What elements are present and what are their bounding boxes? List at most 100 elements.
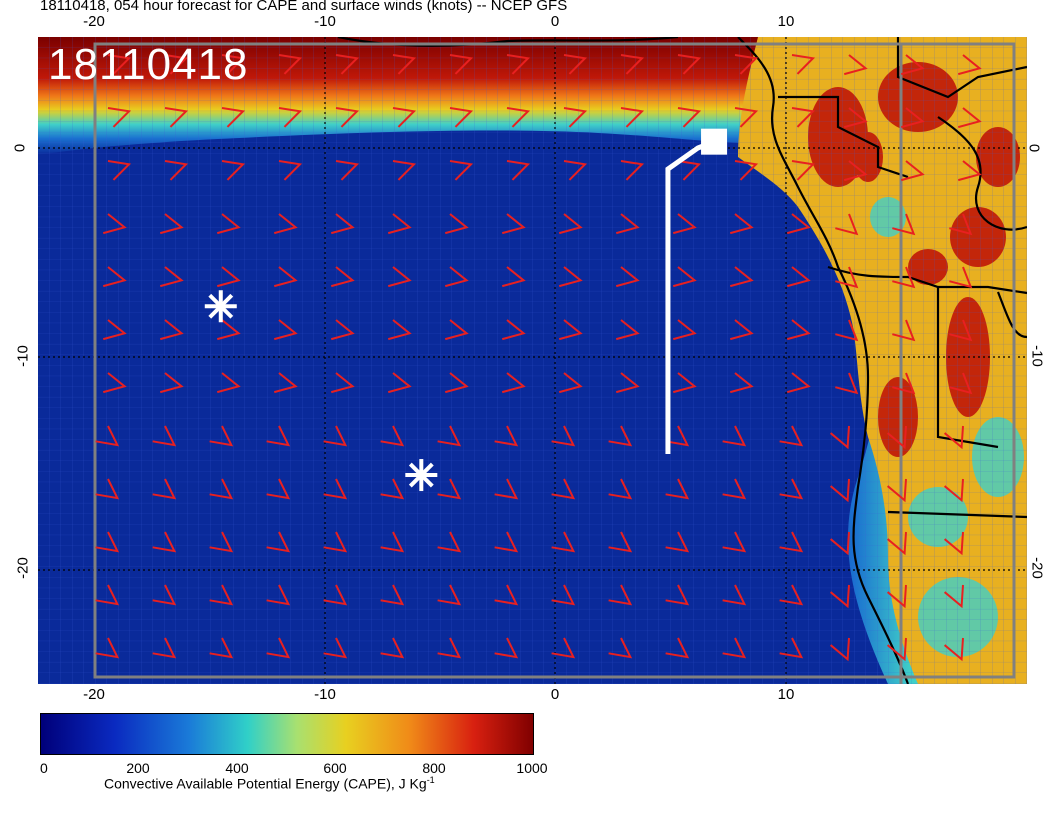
wind-barb <box>722 531 747 553</box>
wind-barb <box>677 54 702 75</box>
wind-barb <box>615 372 640 394</box>
wind-barb <box>506 54 531 75</box>
wind-barb <box>266 531 291 553</box>
wind-barb <box>501 266 526 288</box>
wind-barb <box>506 160 531 181</box>
wind-barb <box>672 213 697 235</box>
wind-barb <box>943 584 964 609</box>
wind-barb <box>209 584 234 606</box>
wind-barb <box>949 266 973 289</box>
wind-barb <box>835 266 859 289</box>
wind-barb <box>152 425 177 447</box>
cape-map <box>38 37 1027 684</box>
wind-barb <box>551 584 576 606</box>
wind-barb <box>943 637 964 662</box>
wind-barb <box>266 584 291 606</box>
wind-barb <box>722 637 747 659</box>
wind-barb <box>843 160 868 182</box>
wind-barb <box>665 478 690 500</box>
wind-barb <box>835 372 859 395</box>
wind-barb <box>330 213 355 235</box>
wind-barb <box>900 107 925 129</box>
wind-barb <box>380 584 405 606</box>
wind-barb <box>323 531 348 553</box>
wind-barb <box>729 319 754 341</box>
wind-barb <box>608 531 633 553</box>
wind-barb <box>843 54 868 76</box>
colorbar-label: 0 <box>40 760 48 776</box>
wind-barb <box>159 266 184 288</box>
lon-tick-bottom: -10 <box>314 686 336 703</box>
wind-barb <box>779 584 804 606</box>
wind-barb <box>551 478 576 500</box>
wind-barb <box>786 266 811 288</box>
wind-barb <box>323 637 348 659</box>
wind-barb <box>558 319 583 341</box>
wind-barb <box>323 478 348 500</box>
wind-barb <box>437 478 462 500</box>
wind-barb <box>494 584 519 606</box>
wind-barb <box>102 319 127 341</box>
wind-barb <box>494 425 519 447</box>
wind-barb <box>494 478 519 500</box>
wind-barb <box>665 425 690 447</box>
wind-barb <box>164 160 189 181</box>
wind-barb <box>380 637 405 659</box>
colorbar <box>40 713 534 755</box>
wind-barb <box>437 531 462 553</box>
wind-barb <box>677 160 702 181</box>
wind-barb <box>330 319 355 341</box>
wind-barb <box>273 213 298 235</box>
wind-barb <box>164 54 189 75</box>
wind-barb <box>608 584 633 606</box>
wind-barb <box>380 425 405 447</box>
wind-barb <box>558 266 583 288</box>
wind-barb <box>829 584 850 609</box>
lat-tick-left: -20 <box>14 557 32 579</box>
wind-barb <box>209 531 234 553</box>
wind-barb <box>608 637 633 659</box>
wind-barb <box>278 107 303 128</box>
wind-barb <box>273 266 298 288</box>
wind-barb <box>892 213 916 236</box>
wind-barb <box>943 478 964 503</box>
lat-tick-left: 0 <box>11 143 29 153</box>
wind-barb <box>729 266 754 288</box>
wind-barb <box>164 107 189 128</box>
wind-barb <box>779 531 804 553</box>
wind-barb <box>387 372 412 394</box>
wind-barb <box>551 425 576 447</box>
wind-barb <box>152 637 177 659</box>
wind-barb <box>734 54 759 75</box>
wind-barb <box>449 160 474 181</box>
wind-barb <box>943 425 964 450</box>
wind-barb <box>615 266 640 288</box>
lon-tick-top: 0 <box>550 13 560 30</box>
wind-barb <box>95 531 120 553</box>
wind-barb <box>216 372 241 394</box>
wind-barb <box>152 584 177 606</box>
wind-barb <box>886 531 907 556</box>
wind-barb <box>330 372 355 394</box>
domain-box <box>93 42 1016 679</box>
wind-barb <box>102 372 127 394</box>
wind-barb <box>791 107 816 128</box>
wind-barb <box>791 54 816 75</box>
wind-barb <box>449 107 474 128</box>
track-end-square <box>701 128 728 155</box>
wind-barb <box>672 266 697 288</box>
wind-barb <box>387 319 412 341</box>
wind-barb <box>494 531 519 553</box>
wind-barb <box>266 637 291 659</box>
wind-barb <box>392 107 417 128</box>
wind-barb <box>886 584 907 609</box>
wind-barb <box>209 478 234 500</box>
wind-barb <box>900 160 925 182</box>
wind-barb <box>444 266 469 288</box>
wind-barb <box>563 54 588 75</box>
wind-barb <box>444 213 469 235</box>
colorbar-title-text: Convective Available Potential Energy (C… <box>104 775 427 792</box>
wind-barb <box>107 107 132 128</box>
wind-barb <box>608 425 633 447</box>
colorbar-label: 800 <box>422 760 446 776</box>
